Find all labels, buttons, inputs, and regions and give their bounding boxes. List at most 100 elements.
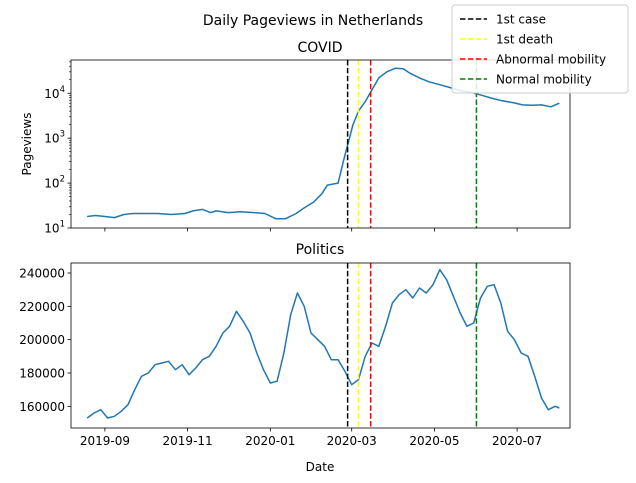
politics-data-point	[276, 380, 278, 382]
politics-data-point	[290, 314, 292, 316]
politics-data-point	[500, 302, 502, 304]
politics-data-point	[337, 359, 339, 361]
politics-data-point	[188, 374, 190, 376]
politics-y-tick-label: 240000	[19, 267, 65, 281]
politics-x-tick-label: 2020-03	[327, 434, 377, 448]
politics-axes-frame	[70, 262, 571, 429]
covid-data-point	[501, 100, 503, 102]
politics-data-point	[229, 325, 231, 327]
politics-data-point	[154, 364, 156, 366]
politics-data-point	[134, 389, 136, 391]
politics-data-point	[398, 294, 400, 296]
politics-data-point	[303, 305, 305, 307]
politics-y-tick-label: 160000	[19, 400, 65, 414]
politics-data-point	[364, 355, 366, 357]
covid-data-point	[364, 101, 366, 103]
covid-data-point	[157, 213, 159, 214]
legend-label: 1st case	[496, 13, 546, 27]
politics-data-point	[120, 410, 122, 412]
covid-data-point	[371, 89, 373, 91]
politics-data-point	[161, 362, 163, 364]
politics-data-point	[466, 325, 468, 327]
politics-data-point	[480, 297, 481, 299]
politics-data-point	[514, 339, 515, 341]
covid-data-point	[439, 84, 441, 86]
politics-y-tick-label: 220000	[19, 300, 65, 314]
politics-data-point	[310, 332, 312, 334]
covid-y-axis-label: Pageviews	[20, 113, 34, 176]
politics-data-point	[507, 330, 508, 332]
politics-data-point	[453, 295, 454, 297]
politics-data-point	[459, 312, 461, 314]
politics-data-point	[344, 370, 346, 372]
politics-data-point	[168, 360, 170, 362]
politics-data-point	[473, 322, 475, 324]
legend: 1st case 1st death Abnormal mobility Normal…	[451, 4, 629, 94]
covid-data-point	[264, 213, 266, 214]
politics-x-ticks: 2019-09 2019-11 2020-01 2020-03 2020-05 2020-…	[80, 428, 542, 448]
covid-data-point	[481, 94, 483, 96]
politics-data-point	[520, 352, 522, 354]
politics-data-point	[222, 332, 224, 334]
legend-box	[451, 4, 629, 94]
legend-label: Abnormal mobility	[496, 53, 606, 67]
covid-data-point	[275, 218, 277, 220]
covid-panel-title: COVID	[297, 40, 342, 56]
covid-data-point	[550, 106, 552, 108]
politics-data-point	[558, 407, 560, 409]
covid-x-ticks	[104, 228, 518, 232]
covid-data-point	[347, 144, 348, 146]
politics-data-point	[86, 417, 88, 419]
politics-data-point	[114, 415, 115, 417]
covid-data-point	[558, 102, 560, 104]
covid-data-point	[295, 213, 297, 214]
politics-panel-title: Politics	[296, 242, 345, 258]
covid-data-point	[227, 212, 229, 214]
politics-panel: Politics 2019-09 2019-11 2020-01 2020-03 202…	[19, 242, 571, 474]
politics-data-point	[371, 342, 373, 344]
covid-data-point	[402, 68, 404, 70]
covid-data-point	[386, 71, 388, 73]
politics-data-point	[256, 352, 258, 354]
covid-data-point	[170, 214, 172, 215]
politics-data-point	[405, 289, 407, 291]
politics-data-point	[107, 417, 108, 419]
covid-data-point	[215, 210, 217, 212]
politics-data-point	[269, 382, 271, 384]
politics-data-point	[541, 397, 542, 399]
politics-data-point	[425, 292, 427, 294]
figure-suptitle: Daily Pageviews in Netherlands	[203, 13, 423, 29]
politics-data-point	[432, 284, 434, 286]
politics-data-point	[317, 339, 319, 341]
covid-data-point	[253, 212, 255, 214]
politics-x-tick-label: 2020-05	[409, 434, 459, 448]
politics-data-point	[392, 302, 393, 304]
covid-data-point	[114, 217, 115, 219]
politics-x-tick-label: 2019-09	[80, 434, 130, 448]
covid-data-point	[313, 201, 315, 203]
covid-data-point	[332, 183, 334, 185]
politics-data-point	[385, 325, 386, 327]
politics-data-point	[100, 409, 102, 411]
covid-data-point	[184, 213, 186, 214]
politics-data-point	[127, 404, 129, 406]
covid-data-point	[192, 210, 194, 212]
politics-data-point	[236, 310, 237, 312]
politics-data-point	[215, 345, 217, 347]
politics-data-point	[419, 287, 420, 289]
politics-data-point	[195, 367, 197, 369]
politics-x-tick-label: 2019-11	[163, 434, 213, 448]
covid-data-point	[95, 215, 96, 216]
covid-data-point	[541, 104, 542, 106]
politics-series-layer	[86, 268, 560, 419]
politics-data-point	[493, 284, 495, 286]
politics-data-point	[439, 269, 441, 271]
politics-data-point	[141, 375, 142, 377]
politics-data-point	[147, 372, 149, 374]
politics-data-point	[378, 345, 380, 347]
politics-data-point	[486, 285, 488, 287]
politics-data-point	[324, 345, 325, 347]
covid-data-point	[123, 214, 125, 215]
politics-data-point	[283, 352, 285, 354]
